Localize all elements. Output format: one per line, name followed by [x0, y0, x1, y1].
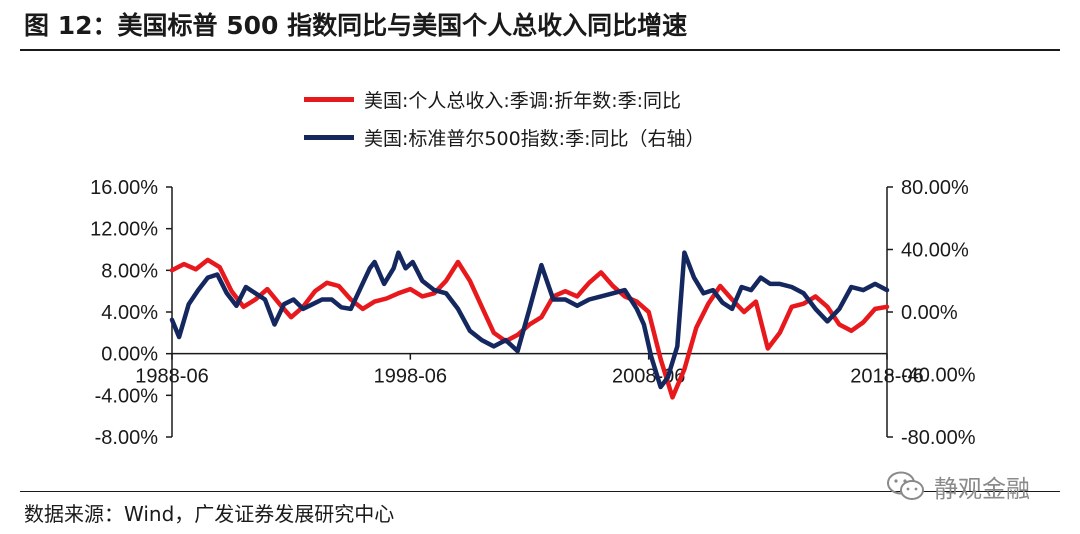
left-tick-label: -8.00%	[95, 427, 159, 449]
left-tick-label: 16.00%	[90, 177, 158, 199]
left-tick-label: 12.00%	[90, 219, 158, 241]
legend-swatch-income	[304, 96, 354, 102]
series-line-sp500	[169, 250, 890, 390]
x-tick-label: 2008-06	[612, 366, 685, 388]
legend-item-income: 美国:个人总收入:季调:折年数:季:同比	[304, 84, 681, 114]
right-tick-label: -40.00%	[901, 365, 976, 387]
x-tick-label: 1998-06	[374, 366, 447, 388]
right-tick-label: -80.00%	[901, 427, 976, 449]
legend-swatch-sp500	[304, 134, 354, 140]
right-tick-label: 40.00%	[901, 240, 969, 262]
source-note: 数据来源：Wind，广发证券发展研究中心	[24, 502, 395, 526]
watermark-text: 静观金融	[934, 474, 1030, 503]
x-tick-label: 1988-06	[135, 366, 208, 388]
figure-title: 图 12：美国标普 500 指数同比与美国个人总收入同比增速	[24, 11, 688, 40]
left-tick-label: 8.00%	[101, 260, 158, 282]
left-tick-label: 0.00%	[101, 344, 158, 366]
source-divider	[20, 491, 1060, 492]
series-line-personal-income	[169, 257, 890, 400]
legend-label-sp500: 美国:标准普尔500指数:季:同比（右轴）	[364, 127, 705, 150]
x-tick-label: 2018-06	[850, 366, 923, 388]
title-divider	[20, 49, 1060, 51]
wechat-icon	[887, 471, 924, 500]
legend-label-income: 美国:个人总收入:季调:折年数:季:同比	[364, 89, 682, 112]
legend-item-sp500: 美国:标准普尔500指数:季:同比（右轴）	[304, 122, 704, 152]
left-tick-label: 4.00%	[101, 302, 158, 324]
right-tick-label: 0.00%	[901, 302, 958, 324]
left-tick-label: -4.00%	[95, 385, 159, 407]
watermark: 静观金融	[886, 466, 1030, 506]
right-tick-label: 80.00%	[901, 177, 969, 199]
